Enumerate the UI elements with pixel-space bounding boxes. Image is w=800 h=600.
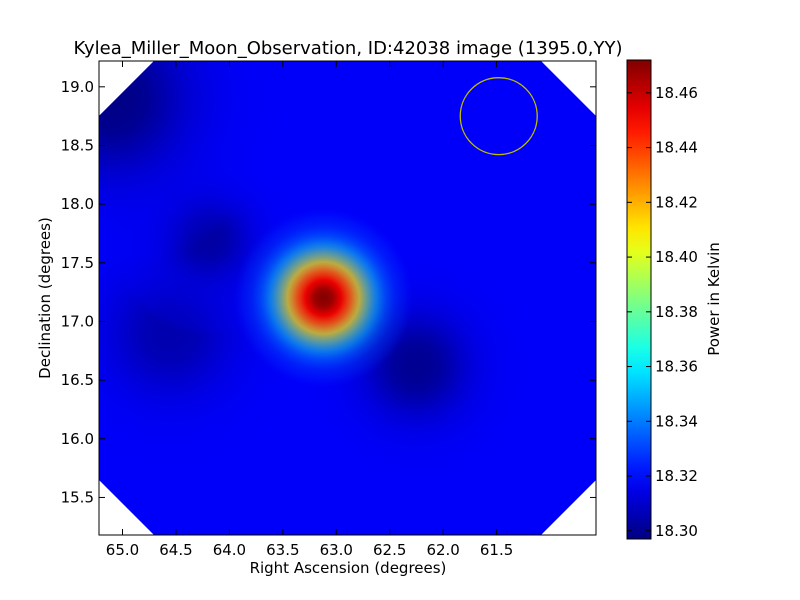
colorbar-tick-label: 18.38	[655, 303, 698, 321]
x-tick-label: 63.5	[266, 541, 299, 559]
x-tick-label: 61.5	[480, 541, 513, 559]
y-axis-ticks: 15.5 16.0 16.5 17.0 17.5 18.0 18.5 19.0	[61, 78, 596, 506]
colorbar-tick-label: 18.40	[655, 248, 698, 266]
heatmap-source	[233, 208, 414, 388]
colorbar-tick-label: 18.32	[655, 467, 698, 485]
colorbar-ticks: 18.30 18.32 18.34 18.36 18.38 18.40 18.42 18.44…	[627, 84, 698, 540]
x-tick-label: 62.0	[426, 541, 459, 559]
y-tick-label: 16.5	[61, 371, 94, 389]
y-tick-label: 15.5	[61, 488, 94, 506]
y-tick-label: 19.0	[61, 78, 94, 96]
x-tick-label: 63.0	[320, 541, 353, 559]
plot-frame	[98, 60, 597, 536]
colorbar-gradient	[627, 60, 651, 539]
colorbar	[627, 60, 651, 539]
colorbar-tick-label: 18.34	[655, 412, 698, 430]
beam-circle	[459, 77, 538, 156]
colorbar-frame	[626, 59, 652, 540]
colorbar-tick-label: 18.46	[655, 84, 698, 102]
chart-title: Kylea_Miller_Moon_Observation, ID:42038 …	[73, 38, 622, 59]
colorbar-tick-label: 18.36	[655, 358, 698, 376]
colorbar-tick-label: 18.44	[655, 139, 698, 157]
y-tick-label: 17.0	[61, 312, 94, 330]
y-tick-label: 18.0	[61, 195, 94, 213]
y-tick-label: 18.5	[61, 136, 94, 154]
y-tick-label: 17.5	[61, 254, 94, 272]
x-axis-ticks: 65.0 64.5 64.0 63.5 63.0 62.5 62.0 61.5	[106, 61, 513, 559]
colorbar-tick-label: 18.42	[655, 193, 698, 211]
x-tick-label: 62.5	[373, 541, 406, 559]
colorbar-tick-label: 18.30	[655, 522, 698, 540]
x-tick-label: 65.0	[106, 541, 139, 559]
x-tick-label: 64.0	[213, 541, 246, 559]
colorbar-label: Power in Kelvin	[705, 242, 723, 356]
y-tick-label: 16.0	[61, 430, 94, 448]
x-axis-label: Right Ascension (degrees)	[250, 559, 447, 577]
y-axis-label: Declination (degrees)	[36, 217, 54, 379]
x-tick-label: 64.5	[159, 541, 192, 559]
